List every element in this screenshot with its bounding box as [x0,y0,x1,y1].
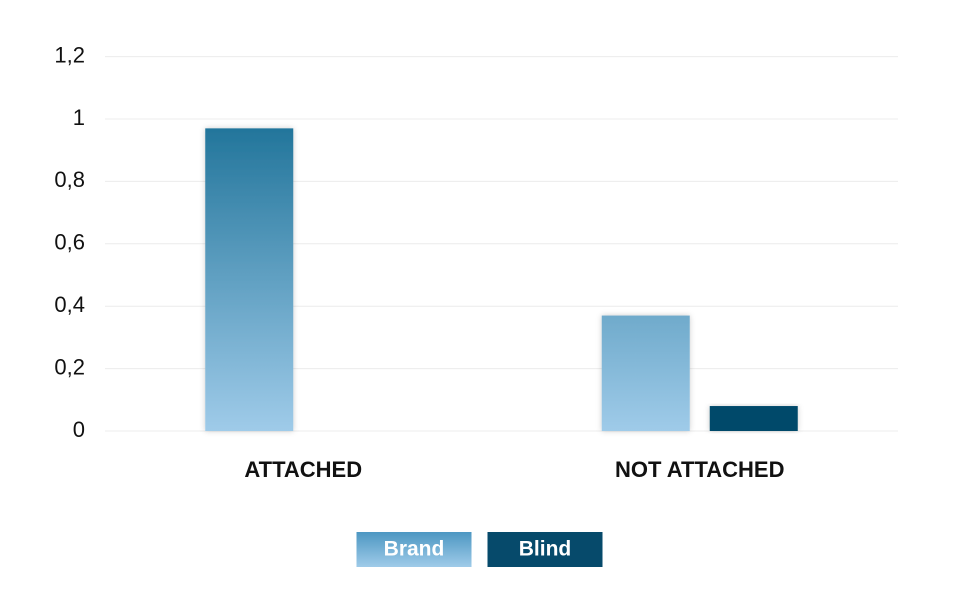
legend-label: Blind [519,538,572,561]
y-tick-label: 1,2 [54,42,85,67]
y-tick-label: 0,4 [54,292,85,317]
legend-swatch [487,532,603,567]
x-tick-label: ATTACHED [244,457,362,482]
y-tick-label: 0 [73,417,85,442]
x-tick-label: NOT ATTACHED [615,457,784,482]
bar [205,128,294,432]
legend-swatch [356,532,472,567]
y-tick-label: 0,8 [54,167,85,192]
legend-label: Brand [384,538,445,561]
bar [709,406,798,431]
y-tick-label: 0,2 [54,354,85,379]
y-tick-label: 1 [73,105,85,130]
y-tick-label: 0,6 [54,230,85,255]
bar [601,315,690,431]
